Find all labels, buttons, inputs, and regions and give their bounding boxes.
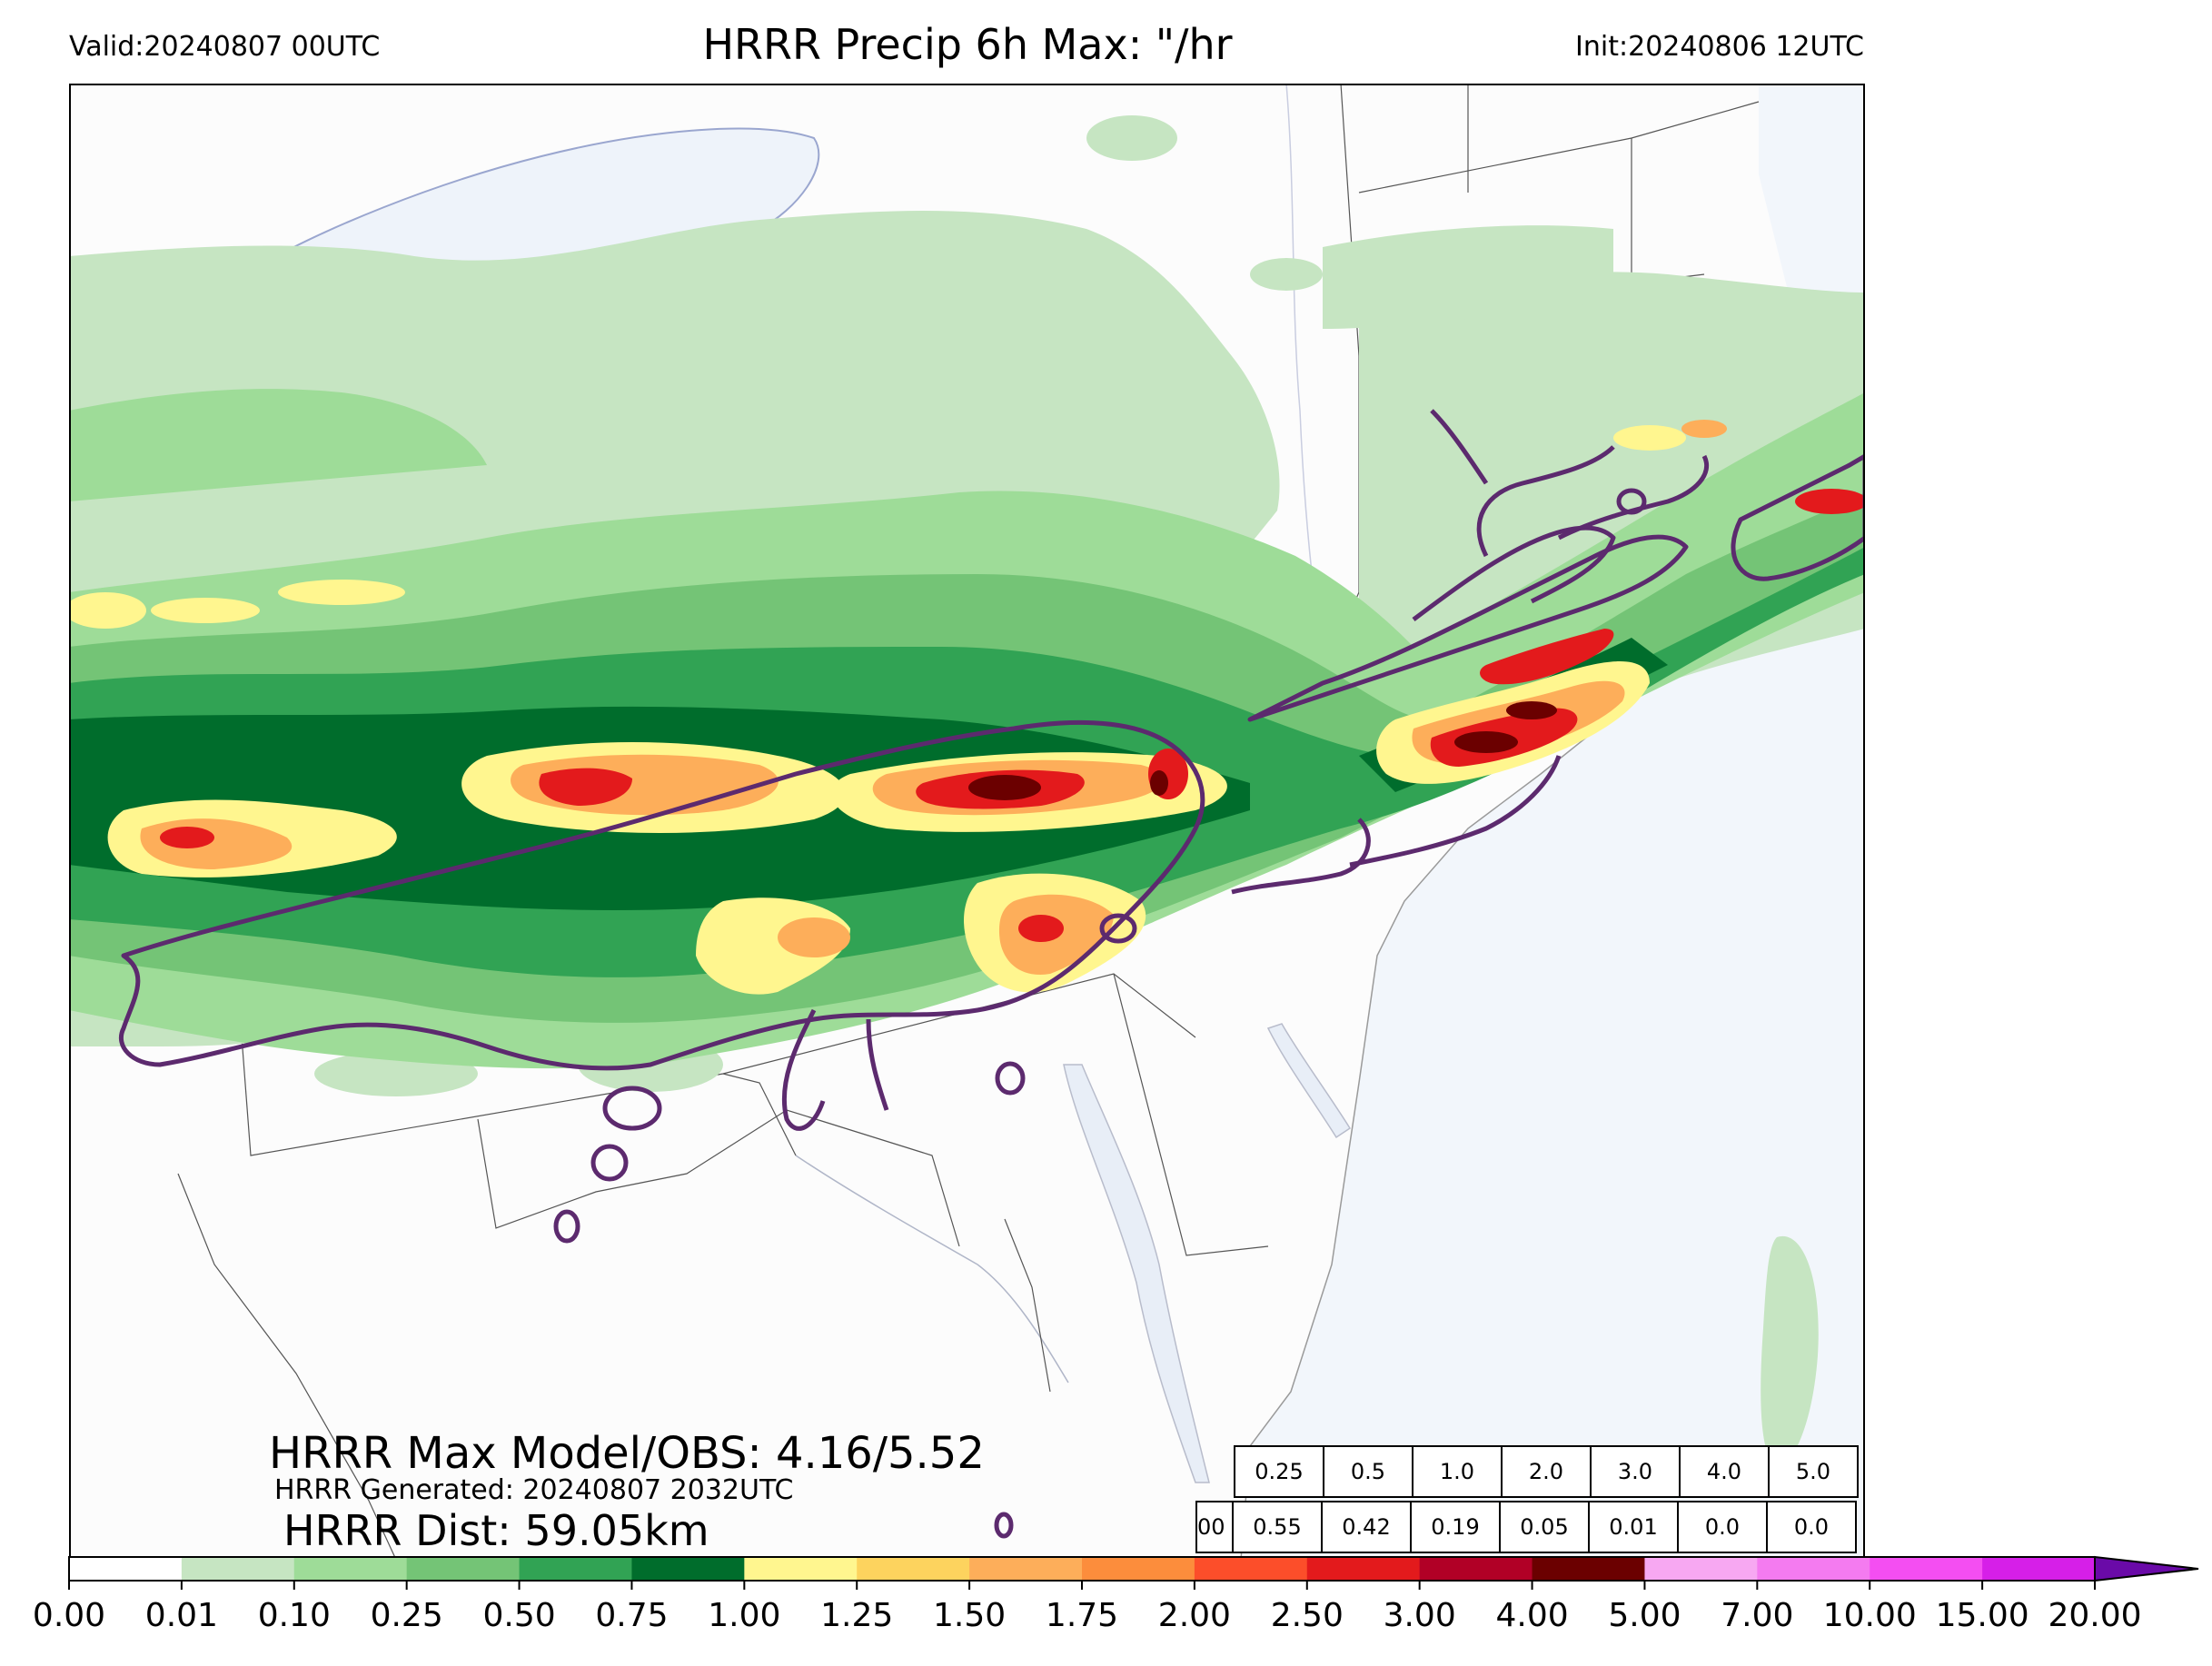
- value-cell: 0.42: [1321, 1501, 1412, 1553]
- colorbar-tick-label: 0.25: [371, 1597, 443, 1634]
- threshold-cell: 0.5: [1323, 1445, 1413, 1498]
- colorbar-tick-label: 0.10: [258, 1597, 331, 1634]
- colorbar-tick-label: 7.00: [1721, 1597, 1793, 1634]
- colorbar-tick-label: 3.00: [1384, 1597, 1456, 1634]
- colorbar-tick-label: 0.75: [595, 1597, 668, 1634]
- colorbar-tick-label: 0.50: [482, 1597, 555, 1634]
- colorbar: 0.00 0.01 0.10 0.25 0.50 0.75 1.00 1.25 1.50 1.75…: [33, 1555, 2199, 1634]
- colorbar-tick-label: 5.00: [1608, 1597, 1681, 1634]
- max-model-obs-text: HRRR Max Model/OBS: 4.16/5.52: [269, 1428, 985, 1479]
- value-cell: 0.01: [1588, 1501, 1679, 1553]
- colorbar-tick-label: 1.75: [1046, 1597, 1118, 1634]
- atlantic-ocean: [1241, 84, 1865, 1560]
- value-cell: 0.19: [1410, 1501, 1501, 1553]
- colorbar-tick-label: 15.00: [1936, 1597, 2029, 1634]
- colorbar-swatches: [69, 1557, 2096, 1581]
- value-cell: 0.0: [1677, 1501, 1768, 1553]
- obs-contours: [119, 409, 1865, 1539]
- colorbar-swatch: [1757, 1557, 1870, 1581]
- value-cell: 0.55: [1232, 1501, 1323, 1553]
- colorbar-tick-label: 1.25: [820, 1597, 893, 1634]
- colorbar-swatch: [293, 1557, 408, 1581]
- row-label-cell: 00: [1195, 1501, 1234, 1553]
- delaware-bay: [1266, 1023, 1352, 1139]
- colorbar-swatch: [969, 1557, 1083, 1581]
- colorbar-tick-label: 4.00: [1495, 1597, 1568, 1634]
- colorbar-swatch: [1194, 1557, 1308, 1581]
- valid-time-label: Valid:20240807 00UTC: [69, 31, 381, 63]
- precip-dark-red: [968, 701, 1557, 800]
- colorbar-swatch: [1082, 1557, 1195, 1581]
- threshold-table-header: 0.25 0.5 1.0 2.0 3.0 4.0 5.0: [1234, 1445, 1859, 1498]
- colorbar-swatch: [631, 1557, 745, 1581]
- colorbar-swatch: [519, 1557, 632, 1581]
- colorbar-swatch: [1982, 1557, 2096, 1581]
- threshold-cell: 3.0: [1590, 1445, 1681, 1498]
- chesapeake-bay: [1063, 1064, 1210, 1483]
- chart-title: HRRR Precip 6h Max: "/hr: [702, 20, 1233, 69]
- colorbar-swatch: [1306, 1557, 1421, 1581]
- threshold-cell: 0.25: [1234, 1445, 1324, 1498]
- gulf-of-maine: [1759, 84, 1865, 356]
- colorbar-tick-label: 1.00: [708, 1597, 780, 1634]
- value-cell: 0.0: [1766, 1501, 1857, 1553]
- colorbar-ticks: 0.00 0.01 0.10 0.25 0.50 0.75 1.00 1.25 1.50 1.75…: [33, 1581, 2142, 1634]
- init-time-label: Init:20240806 12UTC: [1575, 31, 1864, 63]
- colorbar-tick-label: 1.50: [933, 1597, 1006, 1634]
- colorbar-swatch: [857, 1557, 970, 1581]
- colorbar-swatch: [1532, 1557, 1645, 1581]
- threshold-cell: 5.0: [1768, 1445, 1859, 1498]
- threshold-cell: 1.0: [1412, 1445, 1503, 1498]
- threshold-cell: 4.0: [1679, 1445, 1770, 1498]
- potomac-river: [795, 1155, 1069, 1383]
- value-cell: 0.05: [1499, 1501, 1590, 1553]
- colorbar-tick-label: 2.50: [1271, 1597, 1344, 1634]
- colorbar-swatch: [1870, 1557, 1983, 1581]
- colorbar-tick-label: 0.00: [33, 1597, 105, 1634]
- colorbar-tick-label: 10.00: [1823, 1597, 1917, 1634]
- colorbar-swatch: [1644, 1557, 1758, 1581]
- colorbar-extend-arrow: [2094, 1555, 2199, 1582]
- colorbar-swatch: [744, 1557, 858, 1581]
- colorbar-swatch: [69, 1557, 183, 1581]
- precip-map: [69, 84, 1865, 1560]
- generated-time-text: HRRR Generated: 20240807 2032UTC: [274, 1474, 794, 1506]
- threshold-table-values: 00 0.55 0.42 0.19 0.05 0.01 0.0 0.0: [1195, 1501, 1857, 1553]
- colorbar-swatch: [406, 1557, 521, 1581]
- colorbar-tick-label: 20.00: [2048, 1597, 2141, 1634]
- colorbar-swatch: [1419, 1557, 1533, 1581]
- colorbar-tick-label: 0.01: [145, 1597, 218, 1634]
- colorbar-tick-label: 2.00: [1158, 1597, 1231, 1634]
- distance-text: HRRR Dist: 59.05km: [283, 1506, 709, 1555]
- threshold-cell: 2.0: [1501, 1445, 1592, 1498]
- colorbar-swatch: [181, 1557, 295, 1581]
